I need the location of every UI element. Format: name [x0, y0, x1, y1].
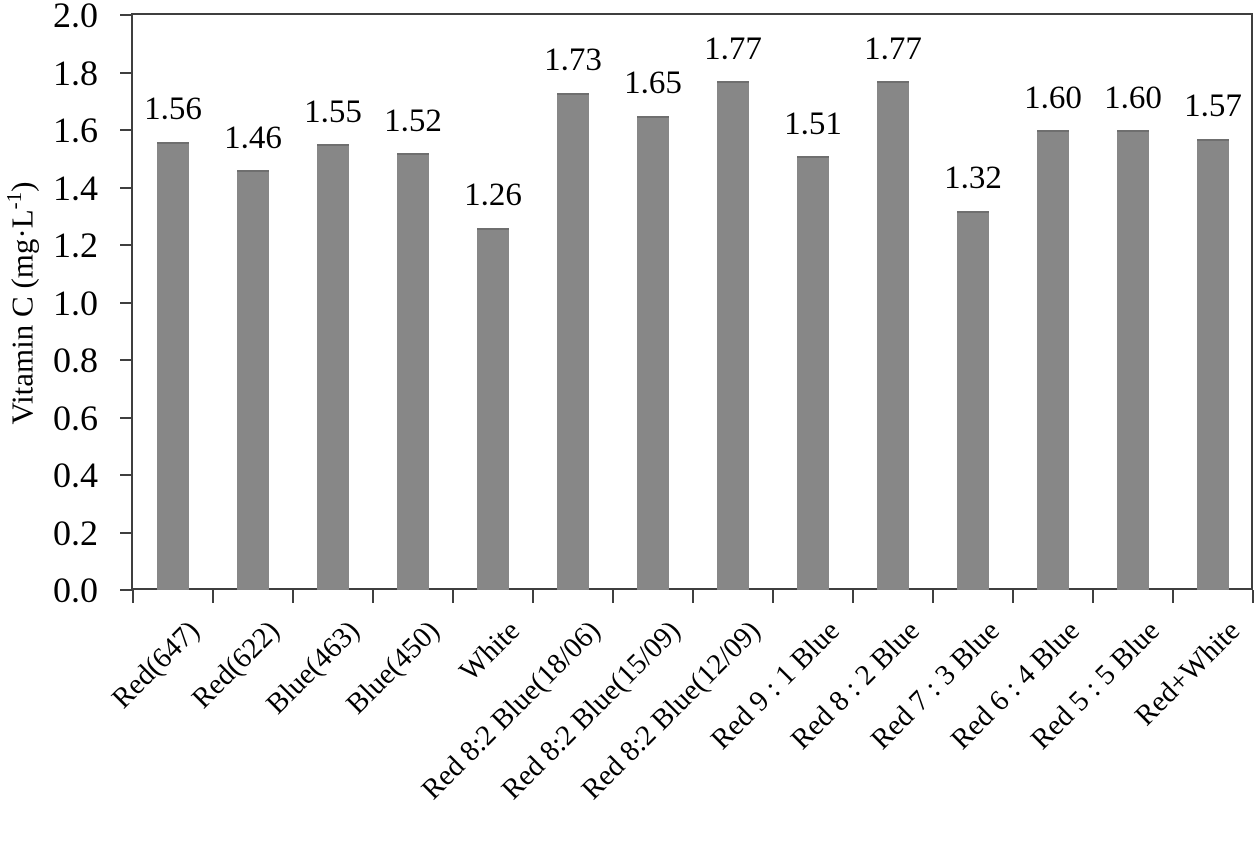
bar: [717, 81, 749, 590]
x-tick-mark: [1012, 590, 1014, 603]
bar: [477, 227, 509, 590]
y-tick-label: 1.0: [53, 282, 98, 323]
bar: [1037, 130, 1069, 590]
y-tick-mark: [120, 474, 133, 476]
y-tick-mark: [120, 244, 133, 246]
x-tick-mark: [1252, 590, 1254, 603]
x-tick-mark: [372, 590, 374, 603]
x-tick-mark: [932, 590, 934, 603]
bar: [157, 141, 189, 590]
y-tick-mark: [120, 129, 133, 131]
y-tick-label: 0.0: [53, 570, 98, 610]
bar-value-label: 1.46: [224, 119, 282, 156]
bar: [637, 115, 669, 590]
y-tick-mark: [120, 301, 133, 304]
y-tick-mark: [120, 531, 133, 534]
y-tick-label: 0.8: [53, 340, 98, 380]
bar-value-label: 1.73: [544, 42, 602, 79]
x-tick-mark: [132, 590, 134, 603]
x-tick-label: White: [453, 614, 527, 688]
bar: [397, 153, 429, 590]
bar-value-label: 1.60: [1024, 79, 1082, 116]
bar: [237, 170, 269, 590]
y-axis-title-superscript: -1: [2, 191, 27, 210]
bar: [317, 144, 349, 590]
bar-value-label: 1.77: [704, 30, 762, 67]
y-tick-mark: [120, 416, 133, 419]
bar-value-label: 1.55: [304, 94, 362, 131]
plot-area: [131, 13, 1253, 590]
bar-value-label: 1.60: [1104, 79, 1162, 116]
y-tick-mark: [120, 71, 133, 74]
bar-value-label: 1.65: [624, 65, 682, 102]
bar: [957, 210, 989, 590]
y-tick-label: 1.6: [53, 110, 98, 150]
y-tick-label: 0.2: [53, 512, 98, 553]
x-tick-mark: [772, 590, 774, 603]
bar: [557, 92, 589, 590]
x-tick-mark: [852, 590, 854, 603]
y-tick-label: 1.8: [53, 52, 98, 93]
y-tick-mark: [120, 186, 133, 189]
x-tick-mark: [1172, 590, 1174, 603]
x-tick-mark: [1092, 590, 1094, 603]
bar: [1117, 130, 1149, 590]
bar-value-label: 1.57: [1184, 88, 1242, 125]
bar-value-label: 1.56: [144, 91, 202, 128]
bar-value-label: 1.32: [944, 160, 1002, 197]
x-tick-mark: [212, 590, 214, 603]
bar: [877, 81, 909, 590]
bar-value-label: 1.52: [384, 102, 442, 139]
y-tick-label: 1.4: [53, 167, 98, 208]
x-tick-mark: [612, 590, 614, 603]
bar: [797, 155, 829, 590]
y-tick-mark: [120, 589, 133, 591]
y-axis-title: Vitamin C (mg·L-1): [2, 181, 40, 425]
bar-value-label: 1.51: [784, 105, 842, 142]
y-axis-title-close-paren: ): [4, 181, 40, 192]
y-tick-label: 2.0: [53, 0, 98, 35]
y-tick-mark: [120, 14, 133, 16]
bar-value-label: 1.26: [464, 177, 522, 214]
x-tick-mark: [292, 590, 294, 603]
bar-value-label: 1.77: [864, 30, 922, 67]
y-tick-label: 1.2: [53, 225, 98, 265]
bar: [1197, 138, 1229, 590]
x-tick-mark: [692, 590, 694, 603]
x-tick-mark: [532, 590, 534, 603]
y-axis-title-text: Vitamin C (mg·L: [4, 209, 40, 425]
y-tick-label: 0.6: [53, 397, 98, 438]
x-tick-label: Red(647): [106, 614, 207, 715]
y-tick-mark: [120, 359, 133, 361]
x-tick-mark: [452, 590, 454, 603]
y-tick-label: 0.4: [53, 455, 98, 495]
